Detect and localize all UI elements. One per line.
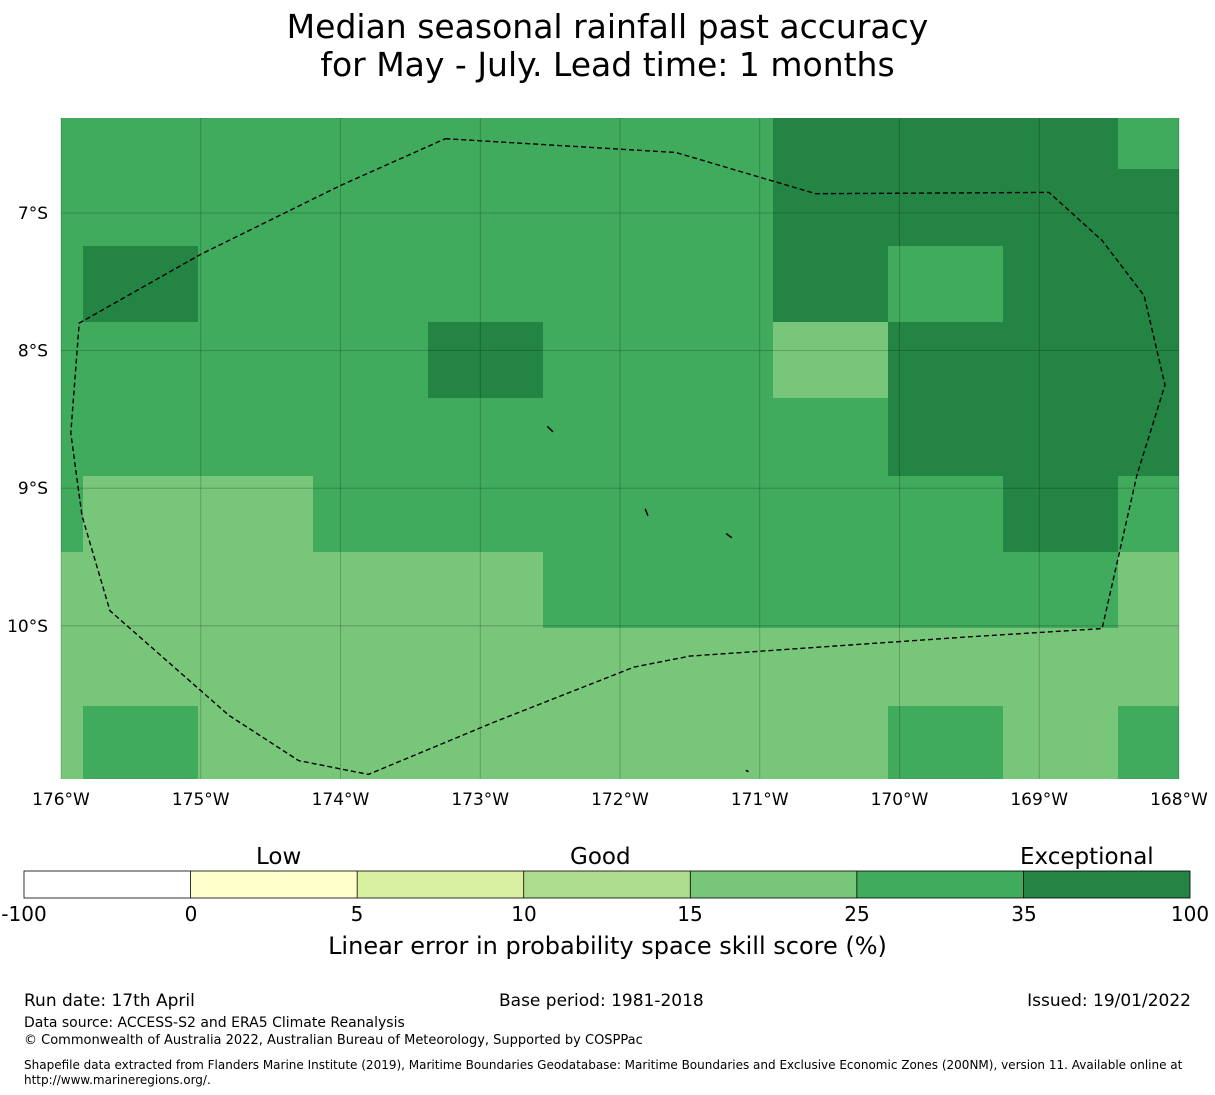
colorbar-tick: -100 (1, 902, 47, 926)
grid-cell (1003, 246, 1179, 322)
latitude-label: 8°S (18, 342, 48, 362)
colorbar-tick: 10 (511, 902, 537, 926)
longitude-label: 172°W (591, 790, 649, 810)
colorbar-tick: 15 (677, 902, 703, 926)
grid-cell (888, 169, 1003, 246)
latitude-label: 10°S (7, 617, 48, 637)
colorbar-tick: 25 (844, 902, 870, 926)
colorbar-swatch (357, 871, 524, 898)
base-period: Base period: 1981-2018 (499, 991, 704, 1011)
colorbar-swatch (856, 871, 1024, 898)
grid-cell (1003, 169, 1179, 246)
longitude-label: 176°W (32, 790, 90, 810)
longitude-label: 174°W (312, 790, 370, 810)
colorbar (23, 870, 1191, 899)
colorbar-tick: 35 (1011, 902, 1037, 926)
colorbar-swatch (1023, 871, 1190, 898)
longitude-label: 173°W (451, 790, 509, 810)
map-title-line1: Median seasonal rainfall past accuracy (286, 7, 929, 46)
copyright: © Commonwealth of Australia 2022, Austra… (24, 1033, 643, 1048)
colorbar-swatch (24, 871, 191, 898)
eez-boundary (70, 137, 1166, 776)
longitude-label: 175°W (172, 790, 230, 810)
colorbar-swatch (190, 871, 358, 898)
longitude-labels: 176°W 175°W 174°W 173°W 172°W 171°W 170°W 169°W… (32, 790, 1208, 810)
skill-grid-cells (61, 118, 1179, 779)
longitude-label: 168°W (1150, 790, 1208, 810)
graticule-lines (60, 118, 1180, 779)
grid-cell (888, 322, 1179, 476)
grid-cell (83, 476, 313, 552)
colorbar-outline (23, 870, 1191, 899)
issued-date: Issued: 19/01/2022 (1027, 991, 1191, 1011)
colorbar-tick: 100 (1170, 902, 1210, 926)
grid-cell (773, 118, 1118, 169)
shapefile-credit-line1: Shapefile data extracted from Flanders M… (24, 1058, 1183, 1072)
shapefile-credit-line2: http://www.marineregions.org/. (24, 1073, 211, 1087)
island-coastline (644, 508, 649, 517)
island-coastline (745, 769, 749, 773)
map-title-line2: for May - July. Lead time: 1 months (320, 45, 895, 84)
islands (546, 425, 749, 773)
latitude-label: 9°S (18, 479, 48, 499)
grid-cell (61, 628, 1179, 706)
eez-boundary-line (70, 137, 1166, 776)
colorbar-label-low: Low (256, 844, 302, 870)
colorbar-swatch (690, 871, 857, 898)
grid-cell (1118, 118, 1179, 169)
latitude-label: 7°S (18, 204, 48, 224)
latitude-labels: 7°S 8°S 9°S 10°S (7, 204, 48, 637)
grid-cell (1118, 706, 1179, 779)
grid-cell (1003, 706, 1118, 779)
colorbar-label-exceptional: Exceptional (1020, 844, 1154, 870)
colorbar-tick: 0 (184, 902, 198, 926)
grid-cell (1118, 552, 1179, 628)
colorbar-label-good: Good (570, 844, 631, 870)
run-date: Run date: 17th April (24, 991, 195, 1011)
island-coastline (725, 533, 733, 539)
grid-cell (61, 552, 543, 628)
grid-cell (83, 706, 198, 779)
island-coastline (546, 425, 554, 433)
longitude-label: 169°W (1010, 790, 1068, 810)
colorbar-title: Linear error in probability space skill … (328, 932, 887, 960)
longitude-label: 170°W (871, 790, 929, 810)
grid-cell (61, 706, 83, 779)
colorbar-swatch (523, 871, 691, 898)
longitude-label: 171°W (731, 790, 789, 810)
grid-cell (1003, 476, 1118, 552)
grid-cell (888, 706, 1003, 779)
colorbar-tick: 5 (350, 902, 364, 926)
grid-cell (773, 169, 888, 322)
data-source: Data source: ACCESS-S2 and ERA5 Climate … (24, 1015, 405, 1031)
grid-cell (198, 706, 888, 779)
grid-cell (428, 322, 543, 398)
grid-cell (773, 322, 888, 398)
